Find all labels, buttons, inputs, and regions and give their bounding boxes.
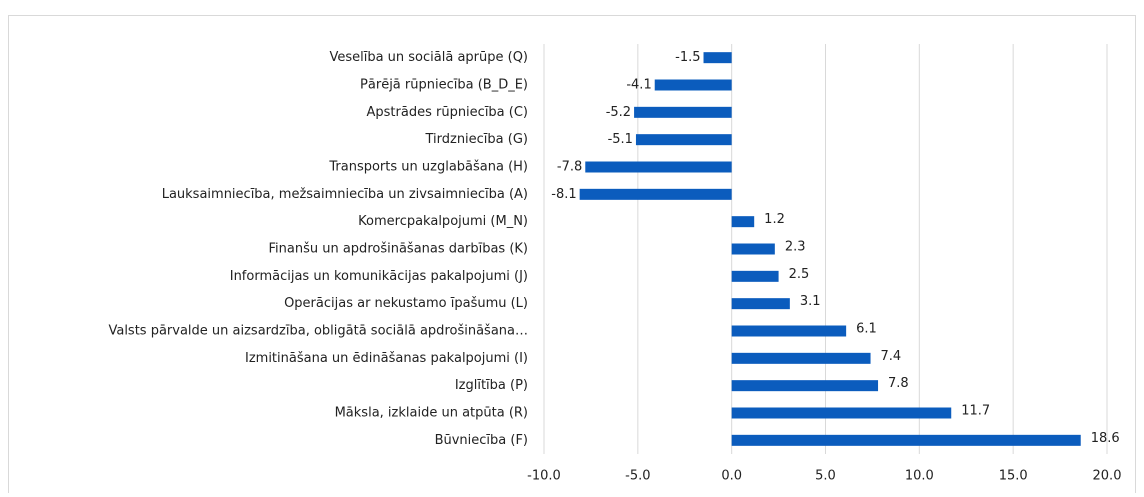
value-label: -7.8 bbox=[557, 160, 582, 175]
y-tick-label: Tirdzniecība (G) bbox=[424, 132, 528, 147]
value-label: 1.2 bbox=[764, 212, 785, 227]
y-tick-label: Valsts pārvalde un aizsardzība, obligātā… bbox=[108, 324, 528, 339]
value-label: 18.6 bbox=[1091, 431, 1120, 446]
y-tick-label: Apstrādes rūpniecība (C) bbox=[367, 105, 529, 120]
x-tick-label: 5.0 bbox=[815, 469, 836, 484]
bar bbox=[703, 52, 732, 64]
x-tick-label: 10.0 bbox=[905, 469, 934, 484]
bar bbox=[731, 407, 952, 419]
y-tick-label: Izmitināšana un ēdināšanas pakalpojumi (… bbox=[245, 351, 528, 366]
y-tick-label: Izglītība (P) bbox=[455, 378, 528, 393]
y-tick-label: Māksla, izklaide un atpūta (R) bbox=[335, 406, 528, 421]
x-tick-label: 20.0 bbox=[1093, 469, 1122, 484]
y-tick-label: Komercpakalpojumi (M_N) bbox=[358, 214, 528, 229]
bar bbox=[731, 243, 775, 255]
y-tick-label: Finanšu un apdrošināšanas darbības (K) bbox=[269, 242, 529, 257]
y-tick-label: Būvniecība (F) bbox=[435, 433, 528, 448]
y-tick-label: Transports un uzglabāšana (H) bbox=[328, 160, 528, 175]
bar bbox=[634, 106, 732, 118]
value-label: -5.1 bbox=[608, 132, 633, 147]
bar bbox=[731, 216, 755, 228]
x-tick-label: 15.0 bbox=[999, 469, 1028, 484]
value-label: 7.8 bbox=[888, 376, 909, 391]
x-tick-label: 0.0 bbox=[721, 469, 742, 484]
chart-border bbox=[8, 15, 1136, 497]
value-label: 11.7 bbox=[961, 404, 990, 419]
value-label: -5.2 bbox=[606, 105, 631, 120]
bar bbox=[731, 380, 879, 392]
value-label: 2.3 bbox=[785, 240, 806, 255]
value-label: 3.1 bbox=[800, 294, 821, 309]
bar bbox=[731, 325, 847, 337]
x-tick-label: -5.0 bbox=[625, 469, 650, 484]
y-tick-label: Operācijas ar nekustamo īpašumu (L) bbox=[284, 296, 528, 311]
bar bbox=[635, 134, 732, 146]
value-label: 7.4 bbox=[881, 349, 902, 364]
value-label: -1.5 bbox=[675, 50, 700, 65]
y-tick-label: Informācijas un komunikācijas pakalpojum… bbox=[230, 269, 528, 284]
y-tick-label: Veselība un sociālā aprūpe (Q) bbox=[329, 50, 528, 65]
value-label: -4.1 bbox=[626, 78, 651, 93]
bar bbox=[731, 352, 871, 364]
bar bbox=[585, 161, 732, 173]
value-label: 2.5 bbox=[789, 267, 810, 282]
value-label: 6.1 bbox=[856, 322, 877, 337]
bar bbox=[579, 188, 732, 200]
x-tick-label: -10.0 bbox=[527, 469, 561, 484]
bar bbox=[731, 434, 1081, 446]
y-tick-label: Lauksaimniecība, mežsaimniecība un zivsa… bbox=[162, 187, 528, 202]
y-tick-label: Pārējā rūpniecība (B_D_E) bbox=[360, 78, 528, 93]
bar bbox=[731, 298, 790, 310]
bar bbox=[654, 79, 732, 91]
bar bbox=[731, 270, 779, 282]
value-label: -8.1 bbox=[551, 187, 576, 202]
